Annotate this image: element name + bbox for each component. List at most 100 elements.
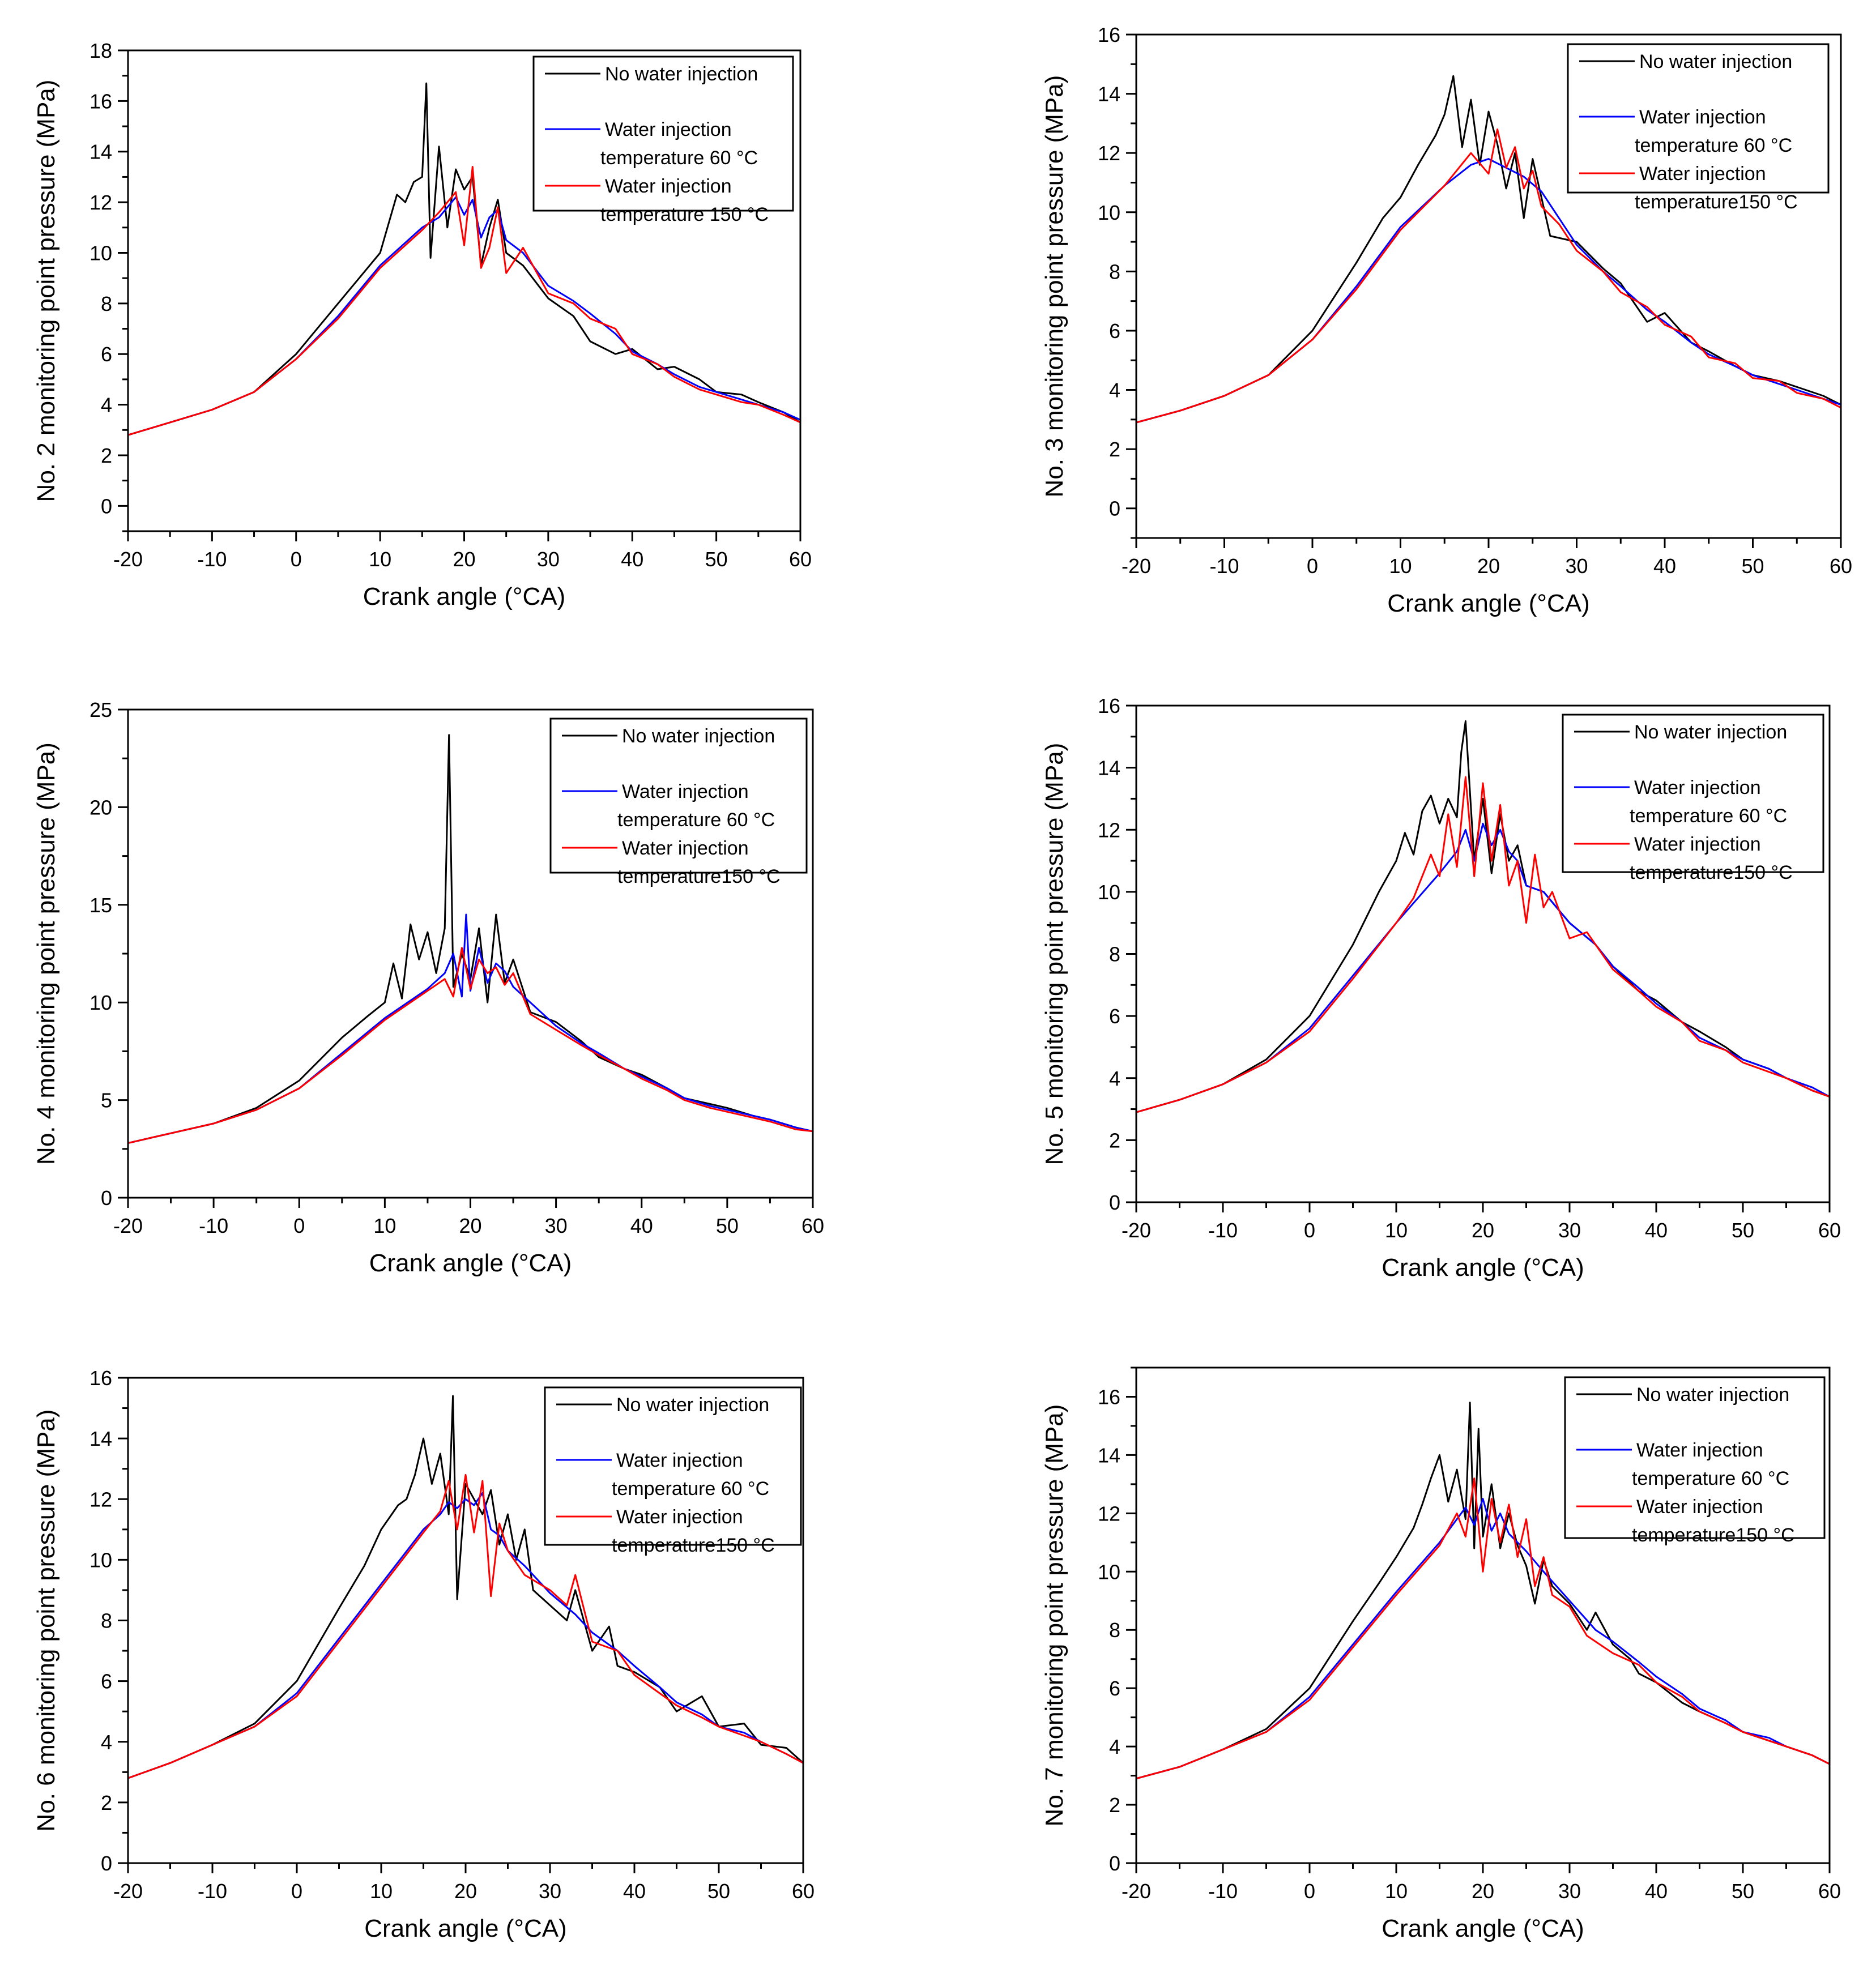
y-tick-label: 16 xyxy=(1098,23,1120,46)
series-line-no-water xyxy=(128,1395,803,1779)
series-line-water-150 xyxy=(128,947,813,1144)
x-tick-label: 60 xyxy=(1818,1219,1841,1242)
legend: No water injection Water injection tempera… xyxy=(1567,43,1830,213)
y-tick-label: 2 xyxy=(101,444,112,467)
x-tick-label: 50 xyxy=(716,1214,739,1237)
x-tick-label: 10 xyxy=(370,1880,393,1903)
series-line-no-water xyxy=(1136,75,1841,424)
x-tick-label: 30 xyxy=(539,1880,561,1903)
chart-panel-1: -20 -10 0 10 20 30 40 50 60 0 2 4 6 8 10 12 14 16 18 Crank … xyxy=(32,39,812,610)
legend-label: Water injection temperature 150 °C xyxy=(600,176,769,225)
y-tick-label: 2 xyxy=(1109,1793,1120,1817)
x-tick-label: -10 xyxy=(199,1214,228,1237)
y-tick-label: 8 xyxy=(1109,1618,1120,1642)
y-tick-label: 6 xyxy=(1109,319,1120,343)
y-tick-label: 4 xyxy=(1109,379,1120,402)
y-tick-label: 6 xyxy=(101,1670,112,1693)
x-tick-label: 0 xyxy=(291,548,302,571)
chart-panel-3: -20 -10 0 10 20 30 40 50 60 0 5 10 15 20 25 Crank angle… xyxy=(32,698,824,1277)
legend: No water injection Water injection tempera… xyxy=(549,717,808,887)
series-line-water-150 xyxy=(1136,776,1830,1113)
x-tick-label: 0 xyxy=(1304,1219,1315,1242)
x-tick-label: -20 xyxy=(113,1880,143,1903)
legend: No water injection Water injection tempera… xyxy=(544,1386,802,1556)
x-tick-label: 40 xyxy=(1645,1880,1668,1903)
legend-label: Water injection temperature150 °C xyxy=(1630,834,1793,883)
chart-panel-4: -20 -10 0 10 20 30 40 50 60 0 2 4 6 8 10 12 14 16 Crank an… xyxy=(1041,694,1841,1282)
x-tick-label: 30 xyxy=(1558,1880,1581,1903)
y-tick-label: 2 xyxy=(1109,1129,1120,1152)
y-axis-title: No. 2 monitoring point pressure (MPa) xyxy=(32,80,60,502)
y-tick-label: 4 xyxy=(101,1731,112,1754)
y-tick-label: 6 xyxy=(101,343,112,366)
y-tick-label: 12 xyxy=(1098,1502,1120,1525)
y-tick-label: 0 xyxy=(1109,1852,1120,1875)
x-tick-label: 60 xyxy=(1818,1880,1841,1903)
x-tick-label: 10 xyxy=(1389,554,1412,578)
series-line-water-150 xyxy=(1136,128,1841,424)
x-tick-label: 30 xyxy=(537,548,560,571)
y-axis-title: No. 3 monitoring point pressure (MPa) xyxy=(1041,75,1068,498)
x-tick-label: 10 xyxy=(369,548,391,571)
legend: No water injection Water injection tempera… xyxy=(1564,1376,1826,1546)
y-tick-label: 10 xyxy=(89,991,112,1014)
y-tick-label: 8 xyxy=(1109,943,1120,966)
x-tick-label: 60 xyxy=(801,1214,824,1237)
legend-label: Water injection temperature 60 °C xyxy=(617,781,775,831)
y-tick-label: 0 xyxy=(1109,1191,1120,1214)
series-line-water-150 xyxy=(1136,1477,1830,1780)
y-tick-label: 12 xyxy=(1098,818,1120,842)
y-tick-label: 8 xyxy=(1109,260,1120,283)
legend-label: No water injection xyxy=(1636,1384,1789,1406)
y-tick-label: 8 xyxy=(101,1609,112,1633)
legend-label: No water injection xyxy=(616,1394,769,1416)
y-tick-label: 2 xyxy=(101,1791,112,1814)
x-tick-label: 40 xyxy=(623,1880,646,1903)
x-tick-label: -10 xyxy=(1208,1219,1238,1242)
legend-label: Water injection temperature150 °C xyxy=(612,1506,775,1556)
x-tick-label: 20 xyxy=(1472,1219,1494,1242)
legend-label: Water injection temperature150 °C xyxy=(617,838,781,887)
legend-label: Water injection temperature150 °C xyxy=(1635,163,1798,213)
y-tick-label: 0 xyxy=(101,1852,112,1875)
x-tick-label: -20 xyxy=(1122,1880,1151,1903)
x-tick-label: 0 xyxy=(293,1214,305,1237)
legend-label: No water injection xyxy=(1639,51,1792,72)
y-tick-label: 5 xyxy=(101,1089,112,1112)
y-tick-label: 15 xyxy=(89,894,112,917)
series-line-water-150 xyxy=(128,1473,803,1779)
series-line-no-water xyxy=(1136,1402,1830,1780)
y-tick-label: 0 xyxy=(1109,497,1120,520)
y-tick-label: 14 xyxy=(1098,1443,1120,1467)
x-axis-title: Crank angle (°CA) xyxy=(369,1249,572,1277)
x-tick-label: -10 xyxy=(1208,1880,1238,1903)
x-tick-label: 20 xyxy=(459,1214,481,1237)
x-tick-label: 30 xyxy=(545,1214,568,1237)
y-tick-label: 14 xyxy=(1098,757,1120,780)
y-tick-label: 12 xyxy=(1098,142,1120,165)
x-tick-label: 40 xyxy=(630,1214,653,1237)
x-axis-title: Crank angle (°CA) xyxy=(363,583,566,610)
legend-label: Water injection temperature 60 °C xyxy=(612,1450,769,1500)
y-tick-label: 16 xyxy=(89,89,112,113)
x-tick-label: 20 xyxy=(1477,554,1500,578)
x-tick-label: 10 xyxy=(1385,1219,1408,1242)
legend-label: No water injection xyxy=(605,63,758,85)
y-tick-label: 18 xyxy=(89,39,112,62)
legend-label: Water injection temperature 60 °C xyxy=(1630,777,1787,827)
x-tick-label: -20 xyxy=(113,548,143,571)
x-axis-title: Crank angle (°CA) xyxy=(1382,1254,1584,1282)
x-tick-label: -10 xyxy=(1209,554,1239,578)
x-tick-label: -10 xyxy=(198,1880,227,1903)
x-tick-label: 40 xyxy=(1653,554,1676,578)
legend-label: No water injection xyxy=(622,725,775,747)
x-tick-label: 50 xyxy=(705,548,728,571)
chart-panel-5: -20 -10 0 10 20 30 40 50 60 0 2 4 6 8 10 12 14 16 Crank an… xyxy=(32,1366,815,1942)
y-axis-title: No. 7 monitoring point pressure (MPa) xyxy=(1041,1404,1068,1827)
y-tick-label: 20 xyxy=(89,796,112,819)
y-tick-label: 10 xyxy=(1098,201,1120,224)
legend-box xyxy=(1562,714,1824,873)
y-tick-label: 6 xyxy=(1109,1677,1120,1700)
y-tick-label: 0 xyxy=(101,494,112,518)
chart-panel-2: -20 -10 0 10 20 30 40 50 60 0 2 4 6 8 10 12 14 16 Crank an… xyxy=(1041,23,1852,617)
